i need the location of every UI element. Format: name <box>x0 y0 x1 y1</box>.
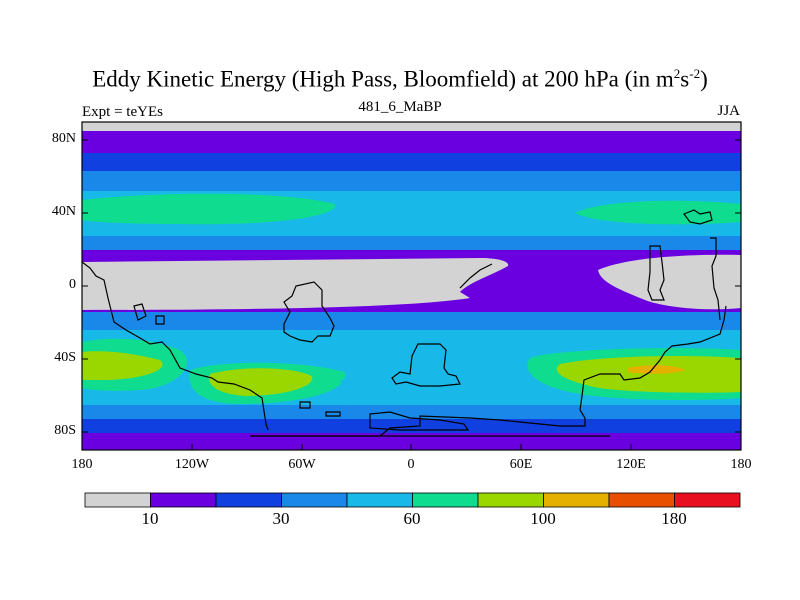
case-label: 481_6_MaBP <box>358 99 442 115</box>
colorbar-swatch <box>346 492 413 508</box>
colorbar-swatch <box>150 492 217 508</box>
colorbar-label-100: 100 <box>530 509 556 528</box>
y-tick-label-0: 0 <box>69 277 76 292</box>
experiment-label: Expt = teYEs <box>82 104 163 120</box>
coastlines <box>82 209 727 437</box>
x-tick-marks <box>81 444 742 450</box>
x-tick-label-180e: 180 <box>730 457 752 472</box>
y-tick-label-40s: 40S <box>54 350 76 365</box>
colorbar-label-60: 60 <box>403 509 421 528</box>
colorbar-label-180: 180 <box>661 509 687 528</box>
x-tick-label-120e: 120E <box>616 457 646 472</box>
colorbar-label-10: 10 <box>141 509 159 528</box>
x-tick-label-180w: 180 <box>71 457 93 472</box>
colorbar-label-30: 30 <box>272 509 290 528</box>
colorbar <box>84 492 741 508</box>
colorbar-swatch <box>674 492 741 508</box>
y-tick-label-40n: 40N <box>51 204 76 219</box>
y-tick-label-80n: 80N <box>51 131 76 146</box>
colorbar-swatch <box>477 492 544 508</box>
x-tick-label-60w: 60W <box>288 457 316 472</box>
colorbar-swatch <box>608 492 675 508</box>
colorbar-swatch <box>543 492 610 508</box>
colorbar-swatch <box>281 492 348 508</box>
y-tick-label-80s: 80S <box>54 423 76 438</box>
y-tick-marks <box>82 139 741 433</box>
colorbar-swatch <box>215 492 282 508</box>
colorbar-swatch <box>412 492 479 508</box>
season-label: JJA <box>717 103 740 119</box>
x-tick-label-120w: 120W <box>174 457 210 472</box>
x-tick-label-60e: 60E <box>509 457 533 472</box>
x-tick-label-0: 0 <box>407 457 415 472</box>
colorbar-swatch <box>84 492 151 508</box>
energy-field <box>82 122 741 450</box>
map-title: Eddy Kinetic Energy (High Pass, Bloomfie… <box>92 66 708 92</box>
